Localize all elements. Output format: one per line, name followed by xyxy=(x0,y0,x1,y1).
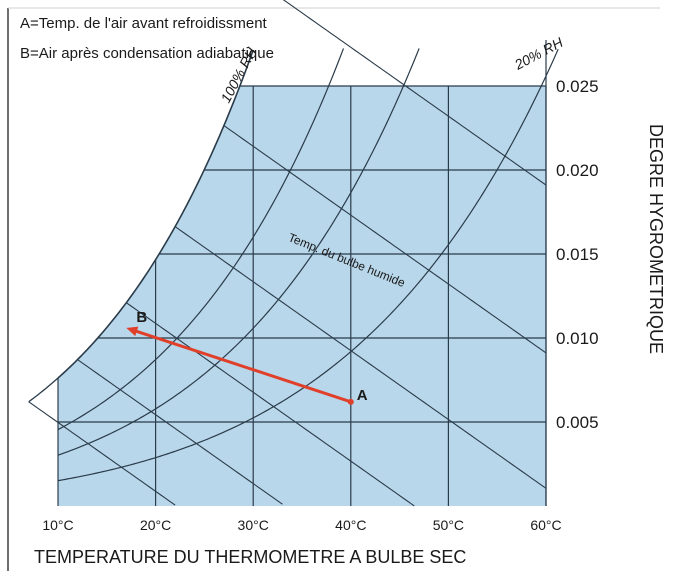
point-label-a: A xyxy=(357,387,368,404)
x-tick-label: 40°C xyxy=(335,517,366,533)
point-a-marker xyxy=(347,398,354,405)
y-tick-backing xyxy=(550,156,610,180)
legend-line-a: A=Temp. de l'air avant refroidissment xyxy=(20,15,268,32)
wet-bulb-line xyxy=(282,0,547,186)
saturation-curve-extension xyxy=(28,377,59,403)
y-tick-label: 0.005 xyxy=(556,413,599,432)
x-tick-label: 50°C xyxy=(433,517,464,533)
y-tick-label: 0.015 xyxy=(556,245,599,264)
wet-bulb-line xyxy=(126,302,415,507)
x-axis-title: TEMPERATURE DU THERMOMETRE A BULBE SEC xyxy=(34,547,466,567)
rh-curve xyxy=(57,48,420,456)
wet-bulb-line xyxy=(174,226,547,489)
rh-curve xyxy=(57,48,345,431)
legend-line-b: B=Air après condensation adiabatique xyxy=(20,45,274,62)
rh-curve xyxy=(57,49,254,379)
y-tick-backing xyxy=(550,72,610,96)
rh-curve-label: 20% RH xyxy=(511,34,566,73)
wet-bulb-line xyxy=(77,359,283,505)
y-tick-backing xyxy=(550,240,610,264)
chart-fill-area xyxy=(58,86,546,506)
y-axis-title: DEGRE HYGROMETRIQUE xyxy=(646,124,666,354)
x-tick-label: 30°C xyxy=(238,517,269,533)
wet-bulb-line xyxy=(28,401,176,506)
x-tick-label: 10°C xyxy=(42,517,73,533)
y-tick-backing xyxy=(550,408,610,432)
process-line xyxy=(131,328,352,404)
point-label-b: B xyxy=(136,309,147,326)
y-tick-label: 0.010 xyxy=(556,329,599,348)
y-tick-label: 0.020 xyxy=(556,161,599,180)
wet-bulb-line xyxy=(223,125,547,354)
y-tick-label: 0.025 xyxy=(556,77,599,96)
x-tick-label: 60°C xyxy=(530,517,561,533)
rh-curve xyxy=(57,48,559,482)
y-tick-backing xyxy=(550,324,610,348)
x-tick-label: 20°C xyxy=(140,517,171,533)
process-arrowhead xyxy=(126,326,139,337)
